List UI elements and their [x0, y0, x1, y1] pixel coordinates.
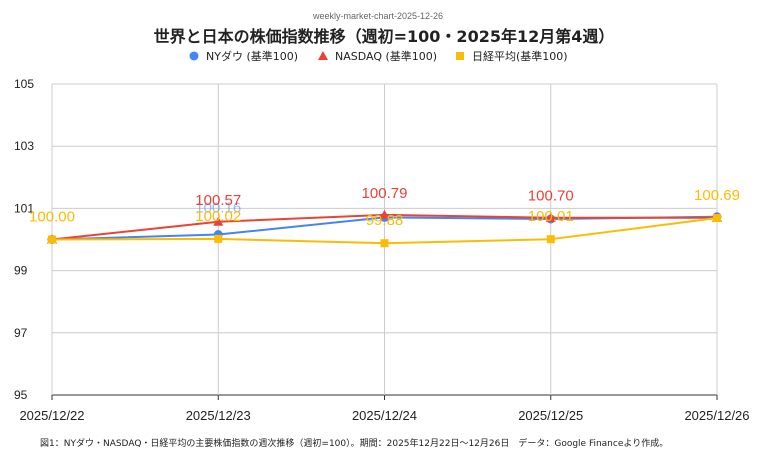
series-2-point	[214, 234, 223, 243]
data-label-1: 100.57	[195, 192, 241, 209]
legend-label-1: NASDAQ (基準100)	[335, 49, 437, 63]
chart-series	[47, 209, 722, 248]
data-label-2: 100.00	[29, 209, 75, 226]
series-2-point	[380, 239, 389, 248]
y-tick-label: 99	[14, 264, 28, 278]
data-label-1: 100.79	[362, 185, 408, 202]
chart-caption: 図1：NYダウ・NASDAQ・日経平均の主要株価指数の週次推移（週初=100）。…	[40, 437, 668, 449]
x-tick-label: 2025/12/26	[684, 408, 749, 423]
data-label-0: 100.16	[195, 200, 241, 217]
chart-source-label: weekly-market-chart-2025-12-26	[312, 11, 443, 21]
legend-marker-1	[318, 51, 328, 60]
series-1-point	[213, 216, 224, 226]
legend-label-0: NYダウ (基準100)	[206, 49, 298, 63]
chart-axes: 95 97 99 101 103 105 2025/12/22 2025/12/23 2025/…	[14, 77, 750, 423]
data-label-1: 100.70	[528, 188, 574, 205]
chart-title: 世界と日本の株価指数推移（週初=100・2025年12月第4週）	[154, 27, 615, 46]
y-tick-label: 103	[14, 139, 34, 153]
data-label-2: 100.02	[195, 208, 241, 225]
chart-legend: NYダウ (基準100) NASDAQ (基準100) 日経平均(基準100)	[189, 49, 568, 63]
data-label-2: 99.88	[366, 212, 404, 229]
data-label-2: 100.01	[528, 208, 574, 225]
data-label-2: 100.69	[694, 187, 740, 204]
series-2-point	[48, 235, 56, 244]
x-tick-label: 2025/12/24	[352, 408, 417, 423]
legend-label-2: 日経平均(基準100)	[472, 49, 568, 63]
legend-marker-2	[456, 52, 464, 60]
x-tick-label: 2025/12/25	[518, 408, 583, 423]
y-tick-label: 95	[14, 388, 28, 402]
series-2-point	[546, 235, 555, 244]
x-tick-label: 2025/12/22	[19, 408, 84, 423]
y-tick-label: 105	[14, 77, 34, 91]
series-1-point	[545, 212, 556, 222]
y-tick-label: 101	[14, 201, 34, 215]
chart-grid	[51, 83, 718, 396]
y-tick-label: 97	[14, 326, 28, 340]
x-tick-label: 2025/12/23	[186, 408, 251, 423]
legend-marker-0	[189, 51, 199, 61]
series-1-point	[379, 209, 390, 219]
series-2-point	[713, 214, 721, 223]
